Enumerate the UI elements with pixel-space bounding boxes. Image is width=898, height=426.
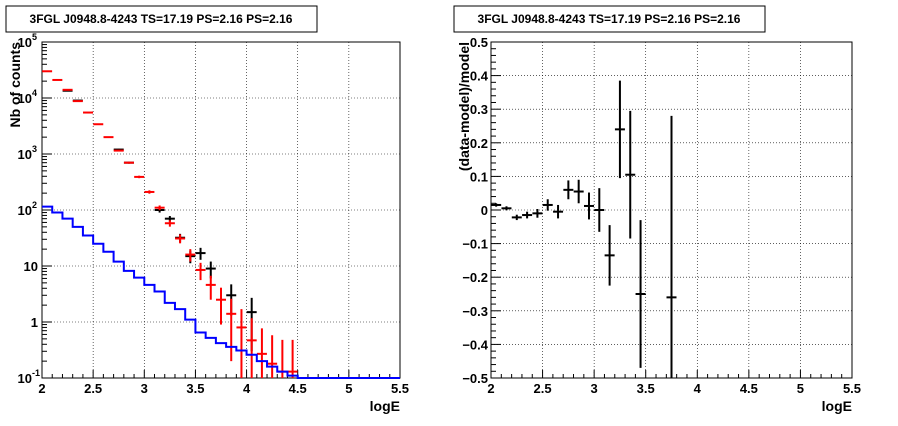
y-tick-exponent: 5 xyxy=(32,32,37,42)
y-tick-label: 0.3 xyxy=(470,102,488,117)
counts-x-ticks: 2 2.5 3 3.5 4 4.5 5 5.5 xyxy=(38,370,409,396)
counts-x-axis-title: logE xyxy=(370,398,400,414)
y-tick-label: −0.1 xyxy=(462,237,488,252)
x-tick-label: 3 xyxy=(141,381,148,396)
y-tick-label: 10 xyxy=(18,147,32,162)
residual-data-marks xyxy=(491,80,677,378)
y-tick-label: −0.5 xyxy=(462,371,488,386)
residual-title: 3FGL J0948.8-4243 TS=17.19 PS=2.16 PS=2.… xyxy=(478,12,741,26)
y-tick-label: −0.2 xyxy=(462,270,488,285)
y-tick-exponent: 2 xyxy=(32,200,37,210)
x-tick-label: 2 xyxy=(38,381,45,396)
x-tick-label: 5 xyxy=(797,381,804,396)
y-tick-exponent: 3 xyxy=(32,144,37,154)
residual-panel: 2 2.5 3 3.5 4 4.5 5 5.5 0.5 0.4 0.3 0.2 0.1 0 −0.1 −0.… xyxy=(453,5,861,414)
counts-title-box xyxy=(5,5,318,33)
residual-x-axis-title: logE xyxy=(822,398,852,414)
counts-plot-frame xyxy=(41,41,401,379)
y-tick-label: 1 xyxy=(31,315,38,330)
x-tick-label: 3.5 xyxy=(186,381,204,396)
y-tick-label: −0.4 xyxy=(462,337,488,352)
y-tick-label: 10 xyxy=(18,371,32,386)
y-tick-label: 0.4 xyxy=(470,69,489,84)
y-tick-label: 0.5 xyxy=(470,35,488,50)
y-tick-exponent: -1 xyxy=(32,368,40,378)
residual-x-ticks: 2 2.5 3 3.5 4 4.5 5 5.5 xyxy=(487,370,861,396)
x-tick-label: 4 xyxy=(243,381,251,396)
x-tick-label: 5.5 xyxy=(843,381,861,396)
x-tick-label: 3.5 xyxy=(637,381,655,396)
counts-grid xyxy=(42,42,400,378)
counts-title: 3FGL J0948.8-4243 TS=17.19 PS=2.16 PS=2.… xyxy=(30,12,293,26)
model-step-line xyxy=(42,205,400,379)
y-tick-label: 0.2 xyxy=(470,136,488,151)
y-tick-label: −0.3 xyxy=(462,304,488,319)
y-tick-label: 0 xyxy=(481,203,488,218)
x-tick-label: 5 xyxy=(345,381,352,396)
x-tick-label: 2 xyxy=(487,381,494,396)
x-tick-label: 4.5 xyxy=(289,381,307,396)
x-tick-label: 4 xyxy=(694,381,702,396)
y-tick-label: 10 xyxy=(18,91,32,106)
y-tick-label: 10 xyxy=(24,259,38,274)
x-tick-label: 3 xyxy=(591,381,598,396)
y-tick-exponent: 4 xyxy=(32,88,37,98)
x-tick-label: 2.5 xyxy=(534,381,552,396)
x-tick-label: 5.5 xyxy=(391,381,409,396)
residual-title-box xyxy=(453,5,766,33)
x-tick-label: 2.5 xyxy=(84,381,102,396)
counts-data-marks xyxy=(42,70,400,379)
y-tick-label: 0.1 xyxy=(470,169,488,184)
y-tick-label: 10 xyxy=(18,203,32,218)
y-tick-label: 10 xyxy=(18,35,32,50)
residual-y-ticks: 0.5 0.4 0.3 0.2 0.1 0 −0.1 −0.2 −0.3 −0.4 −0.5 xyxy=(462,35,501,386)
x-tick-label: 4.5 xyxy=(740,381,758,396)
residual-y-axis-title: (data-model)/model xyxy=(456,42,472,171)
counts-y-axis-title: Nb of counts xyxy=(7,42,23,128)
